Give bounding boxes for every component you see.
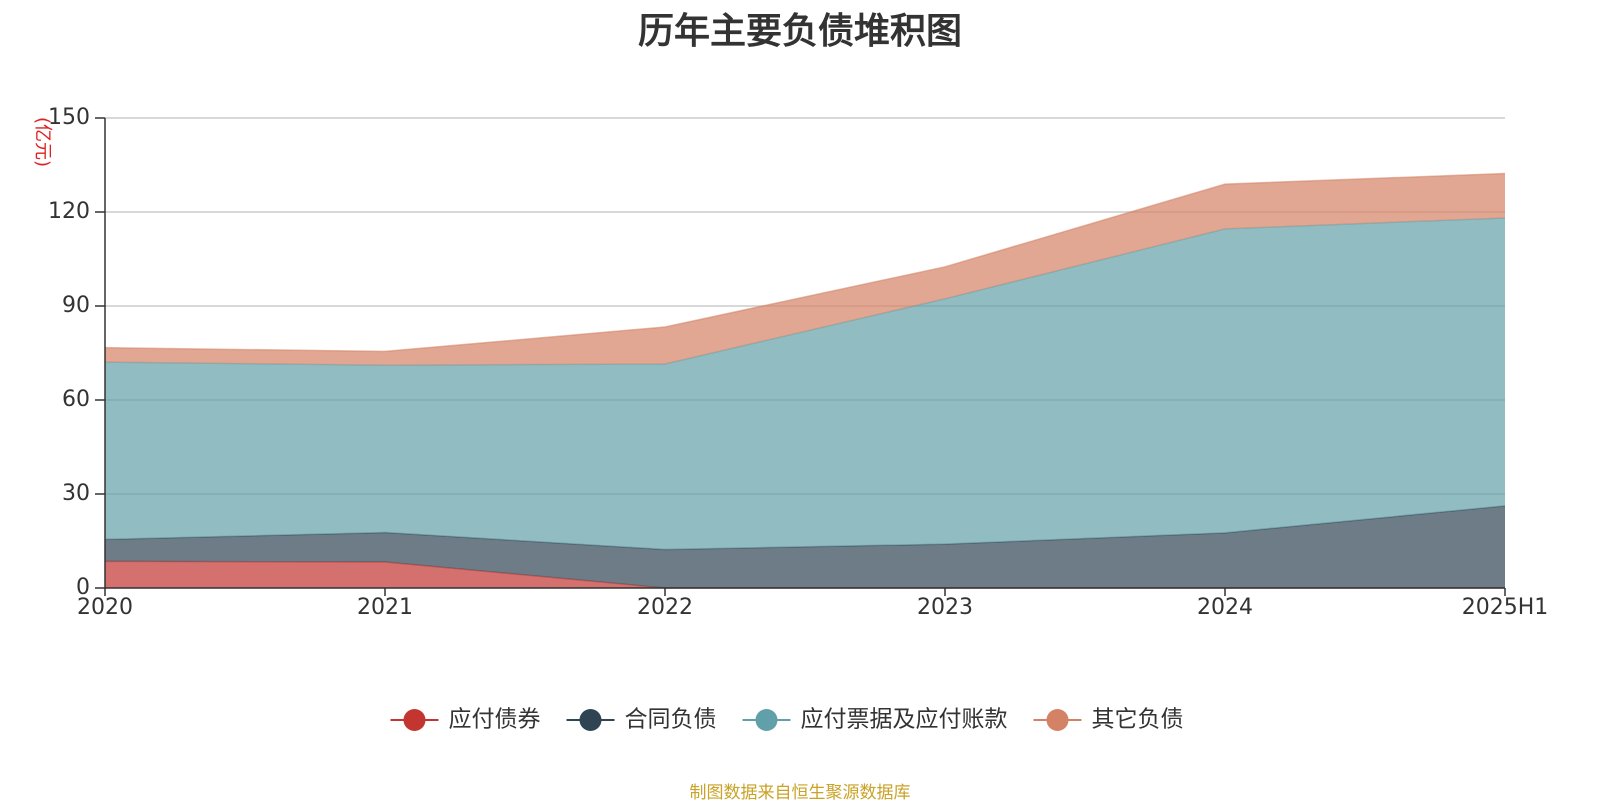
legend-marker-icon	[579, 709, 602, 731]
y-tick-label: 150	[48, 105, 90, 130]
series-area-0	[105, 561, 1505, 588]
legend-label: 应付债券	[449, 707, 541, 733]
x-tick-label: 2023	[917, 595, 973, 620]
legend-item-0[interactable]: 应付债券	[390, 707, 541, 733]
chart-title: 历年主要负债堆积图	[637, 11, 962, 52]
legend-item-1[interactable]: 合同负债	[566, 707, 717, 733]
legend-item-3[interactable]: 其它负债	[1033, 707, 1184, 733]
legend-label: 其它负债	[1092, 707, 1184, 733]
x-tick-label: 2024	[1197, 595, 1253, 620]
legend-label: 应付票据及应付账款	[801, 707, 1008, 733]
y-tick-label: 30	[62, 481, 90, 506]
source-note: 制图数据来自恒生聚源数据库	[689, 783, 911, 803]
y-tick-label: 0	[76, 575, 90, 600]
y-tick-label: 60	[62, 387, 90, 412]
legend-marker-icon	[1046, 709, 1069, 731]
legend-marker-icon	[755, 709, 778, 731]
tick-labels: 0 30 60 90 120 150 2020 2021 2022 2023 2024 2025H1	[48, 105, 1548, 620]
legend: 应付债券 合同负债 应付票据及应付账款 其它负债	[390, 707, 1184, 733]
x-tick-label: 2025H1	[1462, 595, 1549, 620]
y-tick-label: 90	[62, 293, 90, 318]
y-tick-label: 120	[48, 199, 90, 224]
legend-item-2[interactable]: 应付票据及应付账款	[742, 707, 1008, 733]
series-line-3	[104, 172, 1506, 353]
y-axis-unit-label: (亿元)	[32, 117, 53, 167]
legend-label: 合同负债	[625, 707, 717, 733]
series-areas	[104, 172, 1506, 589]
axes	[95, 117, 1506, 596]
x-tick-label: 2020	[77, 595, 133, 620]
series-area-2	[105, 217, 1505, 550]
legend-marker-icon	[403, 709, 426, 731]
x-tick-label: 2021	[357, 595, 413, 620]
x-tick-label: 2022	[637, 595, 693, 620]
series-area-3	[105, 173, 1505, 366]
